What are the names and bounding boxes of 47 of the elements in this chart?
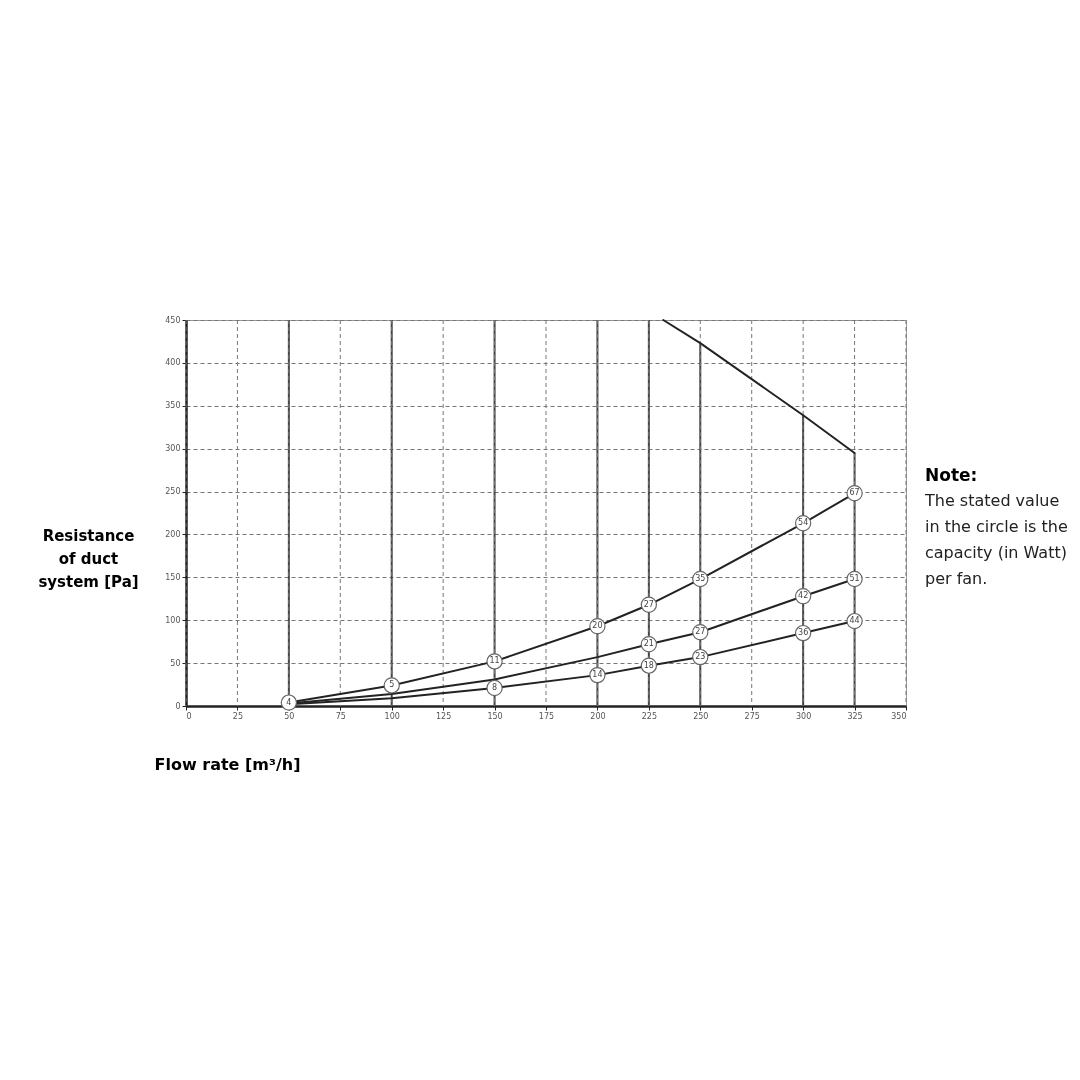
x-tick-label: 250 [693, 711, 709, 721]
annotation: 11 [489, 656, 500, 666]
annotation: 27 [643, 599, 654, 609]
y-tick-label: 50 [170, 658, 181, 668]
y-axis-title: Resistance of duct system [Pa] [38, 526, 139, 591]
x-tick-label: 275 [744, 711, 760, 721]
x-tick-label: 300 [796, 711, 812, 721]
x-tick-label: 0 [186, 711, 192, 721]
annotation: 27 [695, 627, 706, 637]
y-tick-label: 0 [175, 701, 181, 711]
y-tick-label: 250 [165, 487, 181, 497]
annotation: 35 [695, 574, 706, 584]
text: The stated value in the circle is the capacity (in Watt) per fan. [925, 490, 1069, 590]
y-tick-label: 300 [165, 444, 181, 454]
x-tick-label: 75 [335, 711, 346, 721]
annotation: 36 [798, 628, 809, 638]
x-tick-label: 175 [538, 711, 555, 721]
x-tick-label: 25 [232, 711, 244, 721]
annotation: 51 [849, 574, 860, 584]
text: Note: [925, 464, 979, 487]
y-tick-label: 400 [165, 358, 181, 368]
x-axis-title: Flow rate [m³/h] [154, 754, 301, 774]
annotation: 20 [592, 621, 603, 631]
annotation: 8 [492, 682, 498, 692]
x-tick-label: 325 [847, 711, 863, 721]
annotation: 44 [849, 616, 860, 626]
annotation: 5 [389, 680, 395, 690]
x-tick-label: 225 [641, 711, 657, 721]
annotation: 18 [643, 660, 654, 670]
x-tick-label: 200 [590, 711, 606, 721]
y-tick-label: 450 [165, 315, 181, 325]
annotation: 54 [798, 518, 809, 528]
annotation: 67 [849, 488, 860, 498]
y-tick-label: 200 [165, 529, 181, 539]
x-tick-label: 125 [436, 711, 452, 721]
x-tick-label: 350 [891, 711, 907, 721]
annotation: 21 [643, 639, 654, 649]
y-tick-label: 350 [165, 401, 181, 411]
annotation: 42 [798, 591, 809, 601]
annotation: 14 [592, 670, 603, 680]
x-tick-label: 100 [384, 711, 400, 721]
y-tick-label: 100 [165, 615, 181, 625]
y-tick-label: 150 [165, 572, 181, 582]
x-tick-label: 50 [284, 711, 295, 721]
x-tick-label: 150 [487, 711, 503, 721]
annotation: 4 [286, 697, 292, 707]
annotation: 23 [695, 652, 706, 662]
